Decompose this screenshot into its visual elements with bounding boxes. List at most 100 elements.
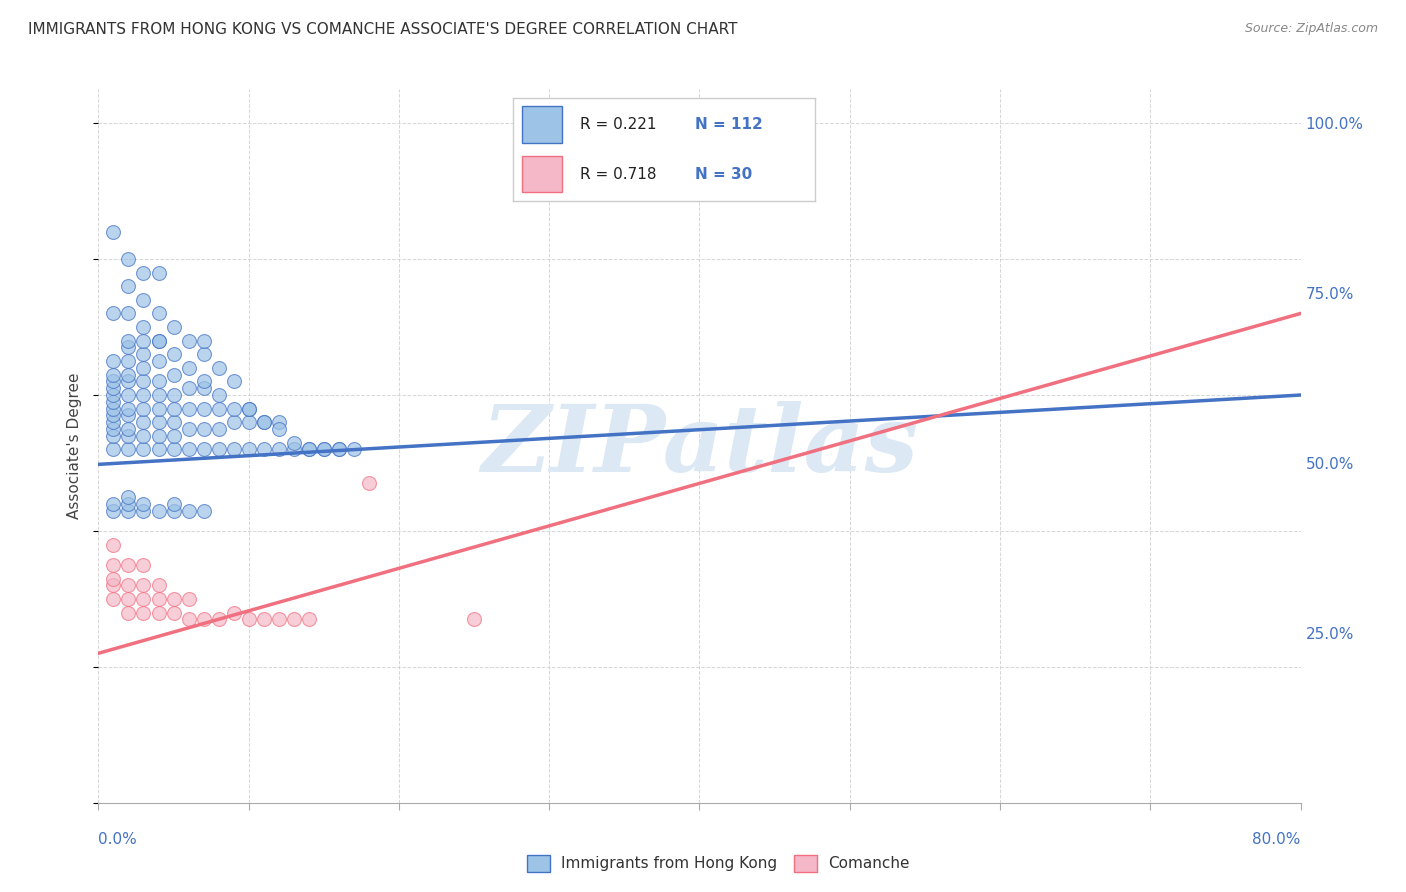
Point <box>162 591 184 606</box>
Point <box>103 578 125 592</box>
Point <box>117 422 139 436</box>
Point <box>238 442 260 457</box>
Point <box>103 388 125 402</box>
Point <box>148 306 170 320</box>
Point <box>117 334 139 348</box>
Point <box>117 306 139 320</box>
Point <box>177 334 200 348</box>
Point <box>117 578 139 592</box>
Point <box>148 578 170 592</box>
Point <box>148 266 170 280</box>
Point <box>103 537 125 551</box>
Point <box>132 415 155 429</box>
Point <box>177 360 200 375</box>
Point <box>117 558 139 572</box>
Text: 80.0%: 80.0% <box>1253 832 1301 847</box>
Point <box>148 354 170 368</box>
Point <box>193 612 215 626</box>
Point <box>103 394 125 409</box>
Text: N = 112: N = 112 <box>695 117 762 132</box>
Point <box>193 381 215 395</box>
Point <box>162 429 184 443</box>
Point <box>132 334 155 348</box>
Point <box>283 442 305 457</box>
Point <box>222 442 245 457</box>
Point <box>103 306 125 320</box>
Point <box>103 429 125 443</box>
Point <box>208 401 231 416</box>
Point <box>283 612 305 626</box>
Point <box>253 415 276 429</box>
Point <box>193 442 215 457</box>
Point <box>193 401 215 416</box>
Point <box>117 279 139 293</box>
Text: IMMIGRANTS FROM HONG KONG VS COMANCHE ASSOCIATE'S DEGREE CORRELATION CHART: IMMIGRANTS FROM HONG KONG VS COMANCHE AS… <box>28 22 738 37</box>
Point <box>222 375 245 389</box>
Point <box>222 401 245 416</box>
Point <box>132 606 155 620</box>
Point <box>253 415 276 429</box>
Point <box>117 497 139 511</box>
Point <box>463 612 485 626</box>
Point <box>177 381 200 395</box>
Point <box>177 503 200 517</box>
Point <box>132 442 155 457</box>
Text: Immigrants from Hong Kong: Immigrants from Hong Kong <box>561 856 778 871</box>
Point <box>103 409 125 423</box>
Point <box>117 388 139 402</box>
Point <box>177 591 200 606</box>
Point <box>103 442 125 457</box>
Point <box>132 591 155 606</box>
Point <box>103 375 125 389</box>
Text: Source: ZipAtlas.com: Source: ZipAtlas.com <box>1244 22 1378 36</box>
Point <box>177 401 200 416</box>
Point <box>162 415 184 429</box>
Point <box>357 476 380 491</box>
Point <box>148 591 170 606</box>
Point <box>298 442 321 457</box>
Point <box>132 578 155 592</box>
Point <box>343 442 366 457</box>
Point <box>117 401 139 416</box>
Point <box>177 422 200 436</box>
Point <box>328 442 350 457</box>
Point <box>238 415 260 429</box>
Point <box>132 347 155 361</box>
Point <box>117 354 139 368</box>
Point <box>117 591 139 606</box>
Point <box>208 388 231 402</box>
Point <box>267 415 290 429</box>
Point <box>193 347 215 361</box>
Point <box>162 388 184 402</box>
Point <box>103 354 125 368</box>
Point <box>117 409 139 423</box>
Point <box>117 375 139 389</box>
Point <box>238 612 260 626</box>
Point <box>132 293 155 307</box>
Point <box>117 252 139 266</box>
Point <box>117 442 139 457</box>
Point <box>132 429 155 443</box>
Point <box>117 490 139 504</box>
Point <box>238 401 260 416</box>
Point <box>193 334 215 348</box>
Point <box>148 429 170 443</box>
Point <box>132 360 155 375</box>
Point <box>253 612 276 626</box>
Point <box>253 442 276 457</box>
Point <box>103 225 125 239</box>
Point <box>298 612 321 626</box>
Point <box>162 320 184 334</box>
Point <box>162 503 184 517</box>
Point <box>148 503 170 517</box>
Point <box>312 442 335 457</box>
Point <box>132 401 155 416</box>
Point <box>103 503 125 517</box>
Point <box>132 558 155 572</box>
Point <box>162 442 184 457</box>
Text: 0.0%: 0.0% <box>98 832 138 847</box>
Point <box>162 606 184 620</box>
Point <box>103 497 125 511</box>
Point <box>132 388 155 402</box>
Point <box>238 401 260 416</box>
